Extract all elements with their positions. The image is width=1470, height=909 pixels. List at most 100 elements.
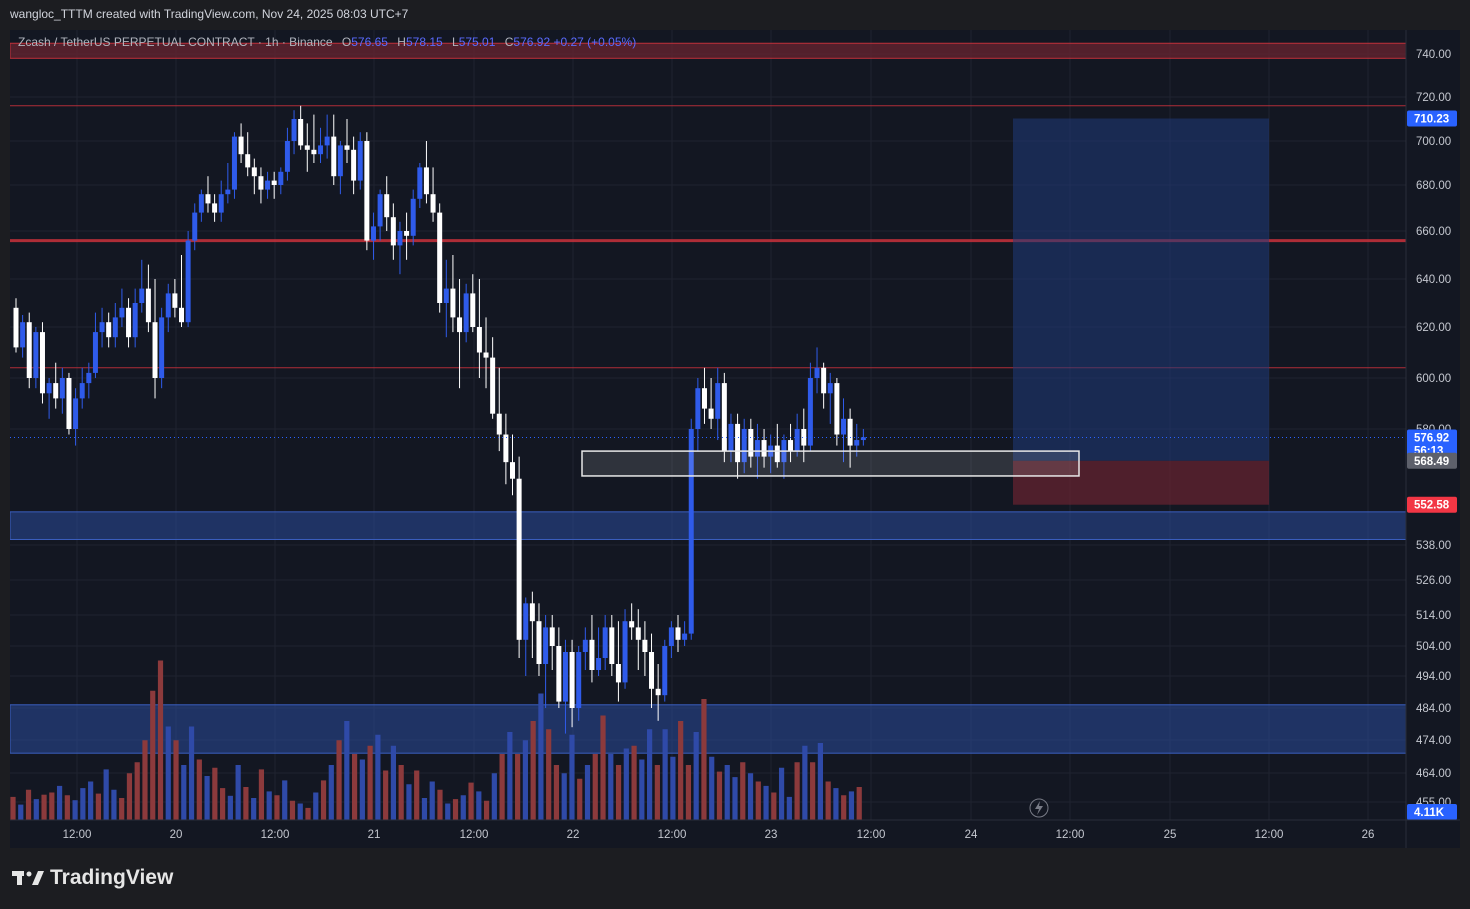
candle-body — [13, 307, 19, 348]
lightning-icon-glyph — [1035, 801, 1043, 815]
candle-body — [629, 621, 635, 628]
volume-bar — [522, 740, 528, 820]
volume-bar — [778, 767, 785, 820]
attribution-text: wangloc_TTTM created with TradingView.co… — [10, 7, 409, 21]
time-tick-label: 21 — [368, 829, 381, 841]
candle-body — [523, 603, 529, 640]
symbol-name: Zcash / TetherUS PERPETUAL CONTRACT · 1h… — [18, 35, 333, 49]
candle-body — [145, 288, 151, 323]
volume-bar — [328, 765, 334, 820]
volume-bar — [592, 754, 598, 820]
volume-bar — [786, 796, 792, 820]
volume-bar — [856, 787, 862, 820]
price-tick-label: 504.00 — [1416, 641, 1451, 653]
volume-bar — [80, 788, 86, 820]
volume-bar — [755, 781, 761, 820]
volume-bar — [693, 732, 699, 820]
candle-body — [721, 383, 727, 452]
volume-bar — [33, 799, 39, 820]
stop-zone — [1013, 460, 1269, 505]
volume-bar — [414, 770, 420, 820]
candle-body — [854, 440, 860, 446]
candle-body — [370, 226, 376, 241]
candle-body — [159, 317, 165, 378]
candle-body — [337, 145, 343, 177]
candle-body — [126, 307, 132, 338]
candle-body — [695, 388, 701, 429]
candle-body — [139, 288, 145, 303]
volume-bar — [662, 729, 668, 820]
price-tick-label: 680.00 — [1416, 180, 1451, 192]
time-tick-label: 12:00 — [857, 829, 886, 841]
volume-bar — [150, 690, 156, 820]
candle-body — [66, 378, 72, 429]
candle-body — [602, 627, 608, 658]
chart-svg[interactable]: 740.00 720.00 700.00 680.00 660.00 640.00 620.… — [10, 30, 1460, 848]
candle-body — [443, 288, 449, 303]
time-axis: 12:00 20 12:00 21 12:00 22 12:00 23 12:00 24 12:00… — [10, 819, 1460, 841]
volume-bar — [833, 788, 839, 820]
price-tick-label: 526.00 — [1416, 575, 1451, 587]
candle-body — [860, 437, 866, 441]
volume-bar — [507, 732, 513, 820]
candle-body — [847, 418, 853, 446]
candle-body — [503, 434, 509, 463]
volume-bar — [747, 773, 754, 820]
tradingview-logo[interactable]: TradingView — [12, 866, 173, 890]
volume-bar — [724, 765, 730, 820]
candle-body — [165, 293, 171, 318]
time-tick-label: 23 — [765, 829, 778, 841]
candle-body — [318, 145, 324, 155]
candle-body — [483, 352, 489, 358]
volume-bar — [841, 795, 847, 820]
candle-body — [437, 212, 443, 303]
brand-name: TradingView — [50, 866, 174, 889]
volume-bar — [188, 726, 195, 820]
time-tick-label: 12:00 — [460, 829, 489, 841]
candle-body — [410, 198, 416, 236]
candle-body — [510, 462, 515, 479]
volume-bar — [64, 795, 70, 820]
price-badge — [1407, 452, 1457, 469]
volume-bar — [258, 769, 265, 820]
candle-body — [26, 322, 32, 378]
volume-bar — [678, 721, 684, 820]
candle-body — [635, 627, 641, 640]
volume-bar — [546, 729, 552, 820]
candle-body — [86, 372, 92, 384]
candle-body — [735, 423, 741, 463]
price-tick-label: 600.00 — [1416, 373, 1451, 385]
volume-bar — [95, 793, 101, 820]
candle-body — [801, 429, 807, 446]
volume-bar — [639, 759, 645, 820]
candle-body — [476, 327, 482, 353]
low-value: 575.01 — [458, 35, 496, 49]
time-tick-label: 12:00 — [1255, 829, 1284, 841]
target-zone — [1013, 118, 1269, 461]
candle-body — [344, 145, 350, 150]
candle-body — [397, 231, 403, 246]
time-tick-label: 12:00 — [261, 829, 290, 841]
candle-body — [490, 357, 496, 414]
volume-bar — [351, 754, 358, 820]
volume-bar — [685, 765, 692, 820]
candle-body — [814, 367, 820, 378]
volume-bar — [282, 780, 288, 820]
price-tick-label: 620.00 — [1416, 322, 1451, 334]
candle-body — [218, 194, 224, 213]
volume-bar — [553, 765, 560, 820]
candle-body — [807, 378, 813, 446]
candle-body — [827, 383, 833, 394]
volume-bar — [848, 791, 855, 820]
candle-body — [39, 332, 45, 394]
candle-body — [463, 293, 469, 333]
volume-bar — [577, 778, 583, 820]
candle-body — [821, 367, 827, 394]
candle-body — [225, 189, 231, 195]
candle-body — [701, 388, 707, 409]
candle-body — [536, 621, 542, 664]
candle-body — [754, 440, 760, 457]
volume-bar — [623, 748, 629, 820]
price-badge-label: 552.58 — [1414, 500, 1450, 512]
volume-bar — [212, 767, 218, 820]
